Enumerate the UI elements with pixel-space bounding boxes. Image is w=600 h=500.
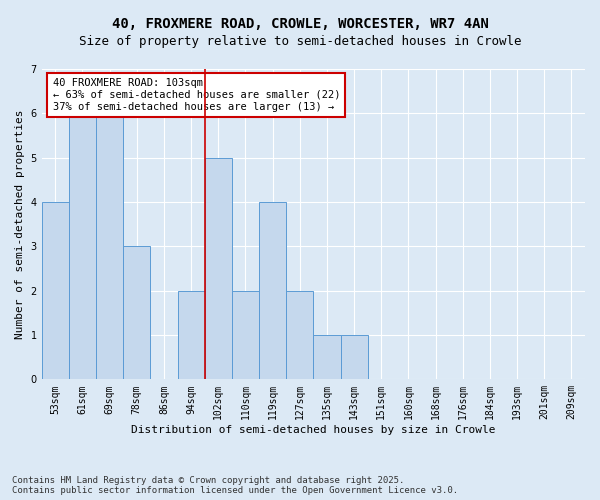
Text: 40, FROXMERE ROAD, CROWLE, WORCESTER, WR7 4AN: 40, FROXMERE ROAD, CROWLE, WORCESTER, WR… [112,18,488,32]
Text: 40 FROXMERE ROAD: 103sqm
← 63% of semi-detached houses are smaller (22)
37% of s: 40 FROXMERE ROAD: 103sqm ← 63% of semi-d… [53,78,340,112]
Y-axis label: Number of semi-detached properties: Number of semi-detached properties [15,110,25,339]
Bar [205,158,232,380]
Bar [96,114,123,380]
Bar [259,202,286,380]
Bar [341,335,368,380]
Bar [123,246,151,380]
Bar [69,114,96,380]
Text: Size of property relative to semi-detached houses in Crowle: Size of property relative to semi-detach… [79,35,521,48]
Text: Contains HM Land Registry data © Crown copyright and database right 2025.
Contai: Contains HM Land Registry data © Crown c… [12,476,458,495]
Bar [313,335,341,380]
Bar [232,290,259,380]
Bar [286,290,313,380]
Bar [41,202,69,380]
Bar [178,290,205,380]
X-axis label: Distribution of semi-detached houses by size in Crowle: Distribution of semi-detached houses by … [131,425,496,435]
